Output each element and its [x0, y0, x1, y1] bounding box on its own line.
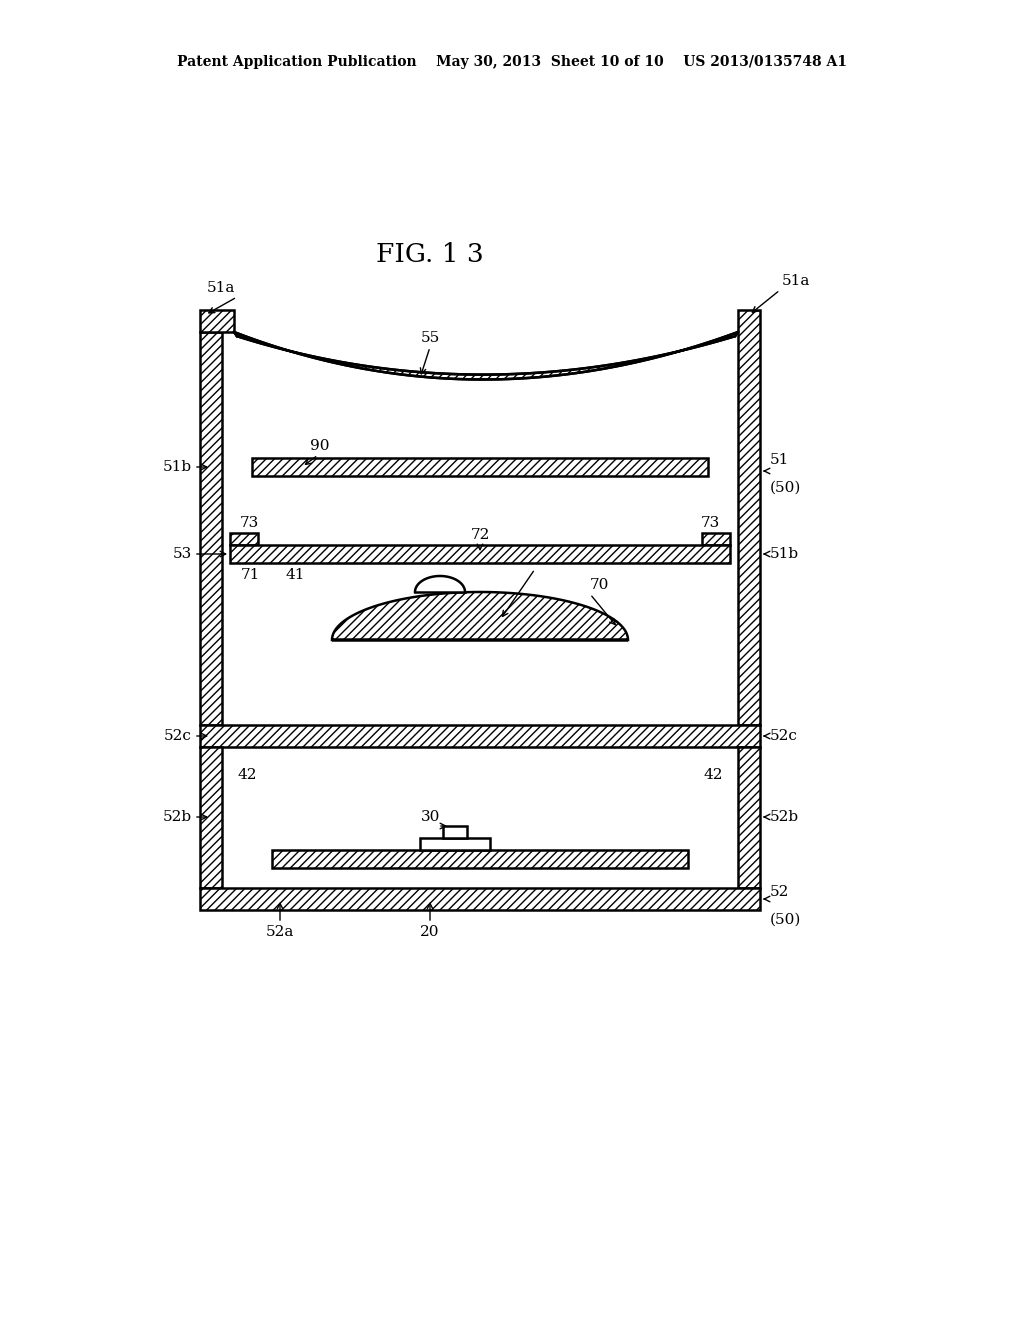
- Bar: [738, 310, 760, 725]
- Text: 30: 30: [421, 810, 440, 824]
- Bar: [702, 533, 730, 545]
- Bar: [443, 826, 467, 838]
- Text: 51a: 51a: [782, 275, 810, 288]
- Text: 52c: 52c: [770, 729, 798, 743]
- Text: 51b: 51b: [770, 546, 799, 561]
- Text: 72: 72: [470, 528, 489, 543]
- Text: 52a: 52a: [266, 925, 294, 939]
- Text: 40: 40: [530, 553, 550, 568]
- Text: FIG. 1 3: FIG. 1 3: [376, 243, 484, 268]
- Text: 73: 73: [700, 516, 720, 531]
- Text: (50): (50): [770, 913, 802, 927]
- Bar: [234, 310, 738, 351]
- Text: 20: 20: [420, 925, 439, 939]
- Text: 70: 70: [590, 578, 609, 591]
- Bar: [200, 333, 222, 725]
- Polygon shape: [415, 576, 465, 591]
- Polygon shape: [332, 591, 628, 640]
- Bar: [738, 747, 760, 888]
- Text: 52c: 52c: [164, 729, 193, 743]
- Text: 55: 55: [421, 331, 439, 345]
- Text: 51b: 51b: [163, 459, 193, 474]
- Text: 53: 53: [173, 546, 193, 561]
- Bar: [420, 838, 490, 850]
- Text: 51: 51: [770, 453, 790, 467]
- Bar: [230, 533, 258, 545]
- Text: 41: 41: [285, 568, 304, 582]
- Text: 42: 42: [703, 768, 723, 781]
- Bar: [252, 458, 708, 477]
- Bar: [272, 850, 688, 869]
- Text: 51a: 51a: [207, 281, 234, 294]
- Polygon shape: [234, 333, 738, 380]
- Text: Patent Application Publication    May 30, 2013  Sheet 10 of 10    US 2013/013574: Patent Application Publication May 30, 2…: [177, 55, 847, 69]
- Text: 42: 42: [237, 768, 256, 781]
- Text: 52b: 52b: [163, 810, 193, 824]
- Text: 90: 90: [310, 440, 330, 453]
- Bar: [200, 310, 234, 333]
- Bar: [200, 747, 222, 888]
- Bar: [200, 725, 760, 747]
- Bar: [200, 888, 760, 909]
- Text: (50): (50): [770, 480, 802, 495]
- Text: 52b: 52b: [770, 810, 799, 824]
- Text: 73: 73: [240, 516, 259, 531]
- Bar: [230, 545, 730, 564]
- Text: 52: 52: [770, 884, 790, 899]
- Bar: [222, 747, 738, 888]
- Text: 71: 71: [241, 568, 260, 582]
- Bar: [222, 333, 738, 704]
